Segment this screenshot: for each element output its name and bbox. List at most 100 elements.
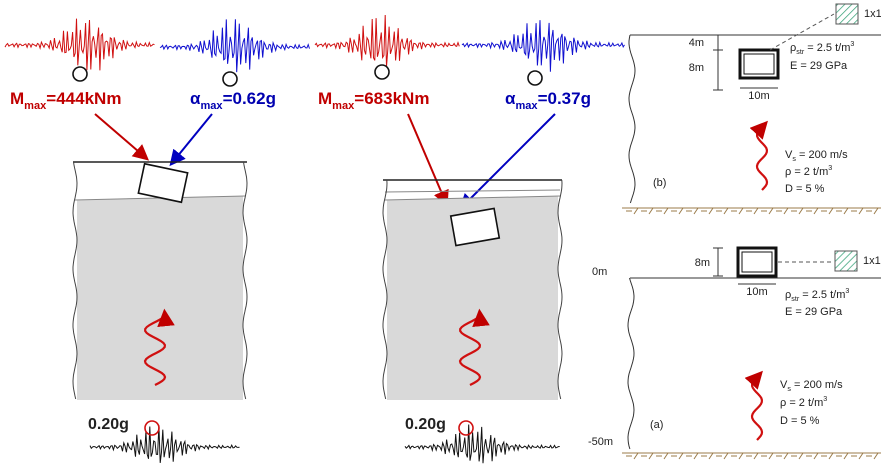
label-part: M xyxy=(10,89,24,108)
figure: Mmax=444kNmαmax=0.62gMmax=683kNmαmax=0.3… xyxy=(0,0,881,475)
label-part: = 200 m/s xyxy=(796,149,848,161)
bedrock-hatch xyxy=(664,208,668,214)
label-part: =683kNm xyxy=(354,89,429,108)
input-label: 0.20g xyxy=(88,416,129,433)
label-part: max xyxy=(515,100,538,112)
tunnel-box xyxy=(451,208,500,245)
bedrock-hatch xyxy=(769,208,773,214)
label-part: 3 xyxy=(845,287,849,295)
label-part: α xyxy=(190,89,201,108)
arrow xyxy=(408,114,446,203)
bedrock-hatch xyxy=(649,208,653,214)
label: 4m xyxy=(689,37,704,49)
bedrock-hatch xyxy=(679,208,683,214)
arrow xyxy=(462,114,555,207)
arrow xyxy=(172,114,212,163)
label-part: =444kNm xyxy=(46,89,121,108)
waveform xyxy=(5,19,155,71)
label-part: =0.62g xyxy=(223,89,276,108)
label-part: = 2.5 t/m xyxy=(804,42,850,54)
peak-marker xyxy=(73,67,87,81)
bedrock-hatch xyxy=(649,453,653,459)
bedrock-hatch xyxy=(814,453,818,459)
bedrock-hatch xyxy=(874,453,878,459)
bedrock-hatch xyxy=(694,453,698,459)
accel-label: αmax=0.62g xyxy=(190,89,276,111)
label: ρstr = 2.5 t/m3 xyxy=(790,40,854,56)
bedrock-hatch xyxy=(859,453,863,459)
label: 10m xyxy=(746,286,767,298)
label: 10m xyxy=(748,90,769,102)
label: D = 5 % xyxy=(780,415,820,427)
bedrock-hatch xyxy=(694,208,698,214)
label-part: ρ = 2 t/m xyxy=(780,397,823,409)
label: (a) xyxy=(650,419,663,431)
bedrock-hatch xyxy=(829,208,833,214)
column-edge xyxy=(243,162,247,399)
bedrock-hatch xyxy=(724,208,728,214)
bedrock-hatch xyxy=(739,208,743,214)
waveform xyxy=(315,15,459,67)
waveform xyxy=(462,20,625,72)
bedrock-hatch xyxy=(799,208,803,214)
bedrock-hatch xyxy=(829,453,833,459)
label: E = 29 GPa xyxy=(785,306,843,318)
label-part: 3 xyxy=(850,40,854,48)
column-edge xyxy=(558,180,562,399)
label: 0m xyxy=(592,266,607,278)
label: 1x1 (m xyxy=(864,8,881,20)
label-part: 3 xyxy=(823,395,827,403)
label: 8m xyxy=(689,62,704,74)
bedrock-hatch xyxy=(679,453,683,459)
peak-marker xyxy=(375,65,389,79)
label: ρstr = 2.5 t/m3 xyxy=(785,287,849,303)
arrow xyxy=(95,114,146,158)
peak-marker xyxy=(145,421,159,435)
label: ρ = 2 t/m3 xyxy=(785,164,832,178)
label: 8m xyxy=(695,257,710,269)
mesh-element xyxy=(836,4,858,24)
label-part: max xyxy=(200,100,223,112)
bedrock-hatch xyxy=(634,453,638,459)
label-part: M xyxy=(318,89,332,108)
accel-label: αmax=0.37g xyxy=(505,89,591,111)
label-part: max xyxy=(24,100,47,112)
peak-marker xyxy=(459,421,473,435)
layer-line xyxy=(385,190,560,192)
bedrock-hatch xyxy=(784,453,788,459)
bedrock-hatch xyxy=(754,453,758,459)
mesh-element xyxy=(835,251,857,271)
moment-label: Mmax=683kNm xyxy=(318,89,429,111)
bedrock-hatch xyxy=(859,208,863,214)
bedrock-hatch xyxy=(769,453,773,459)
bedrock-hatch xyxy=(709,208,713,214)
label: E = 29 GPa xyxy=(790,60,848,72)
label: -50m xyxy=(588,436,613,448)
input-label: 0.20g xyxy=(405,416,446,433)
label-part: 3 xyxy=(828,164,832,172)
bedrock-hatch xyxy=(724,453,728,459)
wave-arrow xyxy=(752,374,762,440)
tunnel-box xyxy=(138,164,187,202)
bedrock-hatch xyxy=(844,208,848,214)
label: Vs = 200 m/s xyxy=(780,379,843,393)
column-edge xyxy=(73,162,77,399)
bedrock-hatch xyxy=(874,208,878,214)
bedrock-hatch xyxy=(814,208,818,214)
moment-label: Mmax=444kNm xyxy=(10,89,121,111)
bedrock-hatch xyxy=(664,453,668,459)
soil-mass xyxy=(77,196,243,400)
peak-marker xyxy=(223,72,237,86)
bedrock-hatch xyxy=(754,208,758,214)
bedrock-hatch xyxy=(709,453,713,459)
label-part: = 200 m/s xyxy=(791,379,843,391)
bedrock-hatch xyxy=(799,453,803,459)
domain-edge xyxy=(628,278,634,449)
label: Vs = 200 m/s xyxy=(785,149,848,163)
bedrock-hatch xyxy=(844,453,848,459)
label: 1x1 (m xyxy=(863,255,881,267)
peak-marker xyxy=(528,71,542,85)
wave-arrow xyxy=(757,124,767,190)
label: (b) xyxy=(653,177,666,189)
label-part: =0.37g xyxy=(538,89,591,108)
